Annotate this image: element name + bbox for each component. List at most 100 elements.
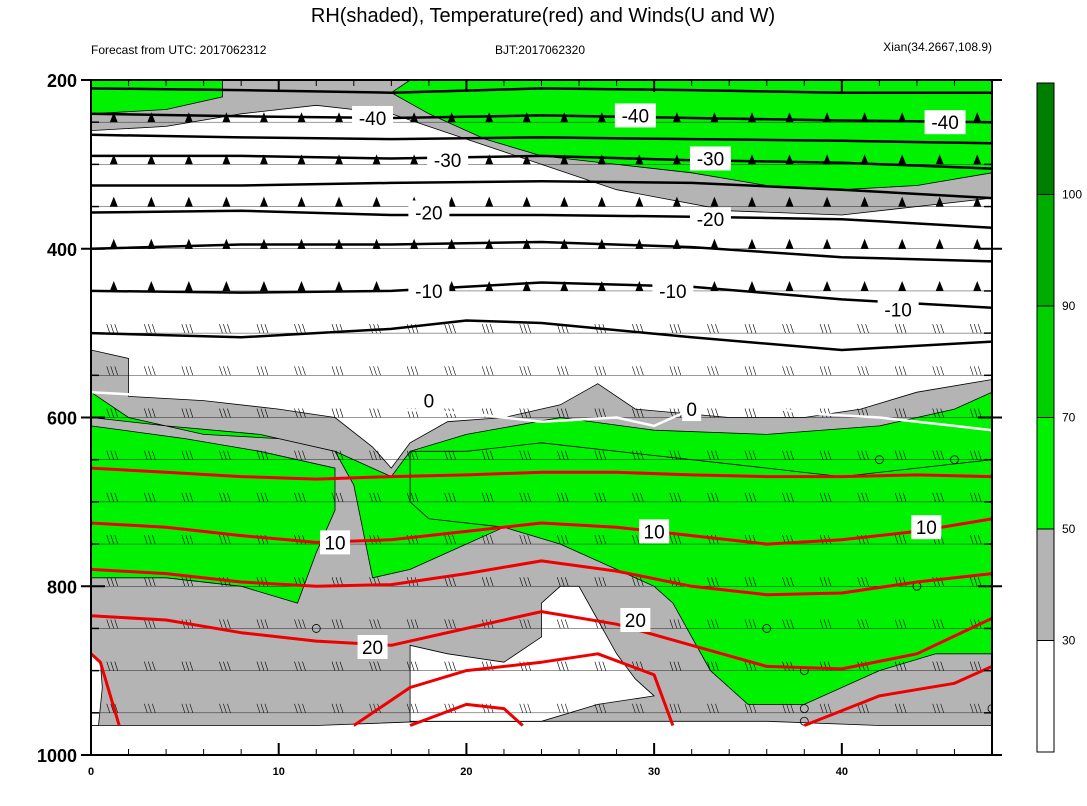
wind-feather (632, 408, 636, 418)
wind-barb (857, 324, 869, 334)
wind-feather (144, 324, 148, 334)
wind-feather (711, 619, 715, 629)
wind-feather (827, 619, 832, 629)
wind-feather (369, 366, 373, 376)
wind-flag (635, 196, 644, 207)
contour-label-6: -20 (697, 210, 724, 231)
contour-label-box-13 (639, 519, 670, 544)
wind-feather (640, 703, 644, 713)
wind-feather (152, 324, 156, 334)
warm-temperature-contour-4 (352, 652, 675, 727)
wind-feather (973, 534, 978, 545)
colorbar-label-30: 30 (1062, 634, 1076, 648)
wind-feather (414, 492, 419, 502)
wind-feather (894, 366, 899, 376)
wind-flag (109, 238, 118, 249)
wind-barb (106, 619, 119, 629)
wind-feather (902, 450, 907, 460)
wind-feather (152, 703, 156, 713)
wind-feather (602, 703, 607, 713)
wind-feather (894, 619, 899, 629)
wind-feather (861, 577, 865, 587)
wind-feather (940, 492, 944, 502)
wind-feather (144, 577, 148, 587)
wind-flag (259, 196, 268, 207)
wind-feather (181, 408, 186, 418)
cold-temperature-contour-2 (91, 133, 992, 145)
wind-feather (264, 324, 269, 334)
wind-feather (636, 577, 640, 587)
wind-feather (977, 408, 982, 418)
wind-feather (302, 408, 306, 418)
wind-barb (785, 280, 794, 291)
wind-feather (715, 492, 719, 502)
wind-barb (219, 492, 231, 502)
wind-feather (977, 661, 982, 671)
wind-barb (707, 577, 719, 587)
wind-feather (485, 577, 490, 587)
wind-feather (527, 703, 532, 713)
wind-barb (406, 366, 419, 376)
wind-feather (977, 703, 982, 713)
wind-barb (294, 661, 306, 671)
wind-barb (556, 408, 569, 418)
wind-feather (640, 366, 644, 376)
wind-feather (598, 366, 603, 376)
wind-flag (147, 196, 156, 207)
wind-barb (372, 196, 381, 207)
x-tick-label-40: 40 (836, 766, 848, 778)
wind-feather (335, 450, 340, 460)
wind-feather (677, 534, 682, 545)
wind-feather (298, 408, 302, 418)
contour-label-16: 20 (625, 611, 646, 632)
wind-feather (677, 324, 682, 334)
forecast-time-subtitle: Forecast from UTC: 2017062312 (91, 43, 267, 57)
wind-feather (256, 324, 261, 334)
wind-feather (782, 703, 786, 713)
wind-feather (410, 619, 415, 629)
wind-feather (148, 324, 152, 334)
contour-label-box-2 (924, 110, 966, 135)
wind-barb (894, 534, 907, 545)
wind-feather (448, 577, 452, 587)
wind-feather (144, 619, 148, 629)
wind-barb (294, 450, 306, 460)
wind-feather (219, 619, 223, 629)
wind-flag (898, 196, 907, 207)
wind-barb (857, 492, 869, 502)
wind-feather (556, 703, 561, 713)
colorbar-label-90: 90 (1062, 299, 1076, 313)
wind-feather (973, 408, 978, 418)
wind-feather (223, 619, 227, 629)
wind-feather (519, 577, 524, 587)
wind-flag (747, 238, 756, 249)
wind-barb (632, 703, 644, 713)
wind-flag (973, 238, 982, 249)
wind-barb (181, 492, 194, 502)
wind-feather (152, 577, 156, 587)
wind-barb (669, 661, 682, 671)
wind-feather (227, 661, 231, 671)
wind-feather (936, 450, 940, 460)
contour-label-2: -40 (931, 113, 958, 134)
wind-feather (564, 703, 569, 713)
wind-feather (564, 661, 569, 671)
wind-feather (819, 408, 824, 418)
wind-barb (669, 619, 682, 629)
cold-temperature-contour-8 (91, 319, 992, 352)
wind-feather (556, 661, 561, 671)
wind-barb (369, 408, 381, 418)
wind-feather (640, 577, 644, 587)
wind-feather (481, 366, 486, 376)
wind-barb (219, 324, 231, 334)
wind-flag (898, 112, 907, 123)
wind-barb (594, 703, 607, 713)
calm-wind-circle-3 (799, 704, 809, 713)
wind-barb (519, 703, 532, 713)
wind-feather (969, 661, 974, 671)
wind-feather (556, 534, 561, 545)
colorbar-swatch-5 (1036, 640, 1055, 753)
wind-feather (748, 703, 753, 713)
wind-flag (372, 196, 381, 207)
wind-feather (602, 450, 607, 460)
